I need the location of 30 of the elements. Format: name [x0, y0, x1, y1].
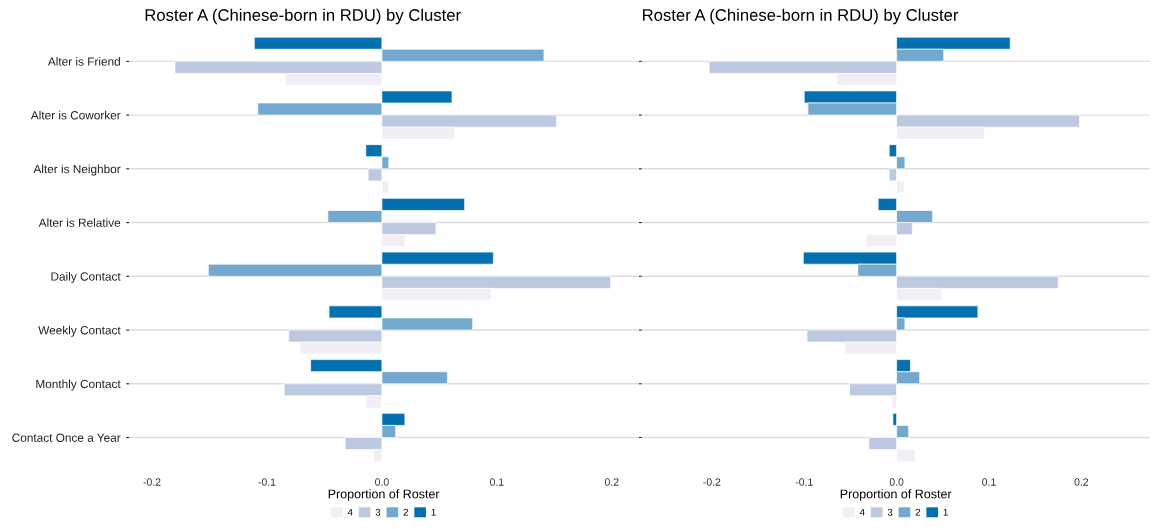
- chart-title: Roster A (Chinese-born in RDU) by Cluster: [145, 8, 461, 25]
- legend-label: 4: [347, 508, 353, 516]
- x-tick-label: -0.2: [703, 478, 721, 486]
- y-tick-label: Alter is Relative: [38, 218, 121, 227]
- x-tick-label: -0.1: [258, 478, 276, 486]
- x-axis-title: Proportion of Roster: [840, 489, 952, 501]
- x-tick-label: 0.1: [982, 478, 996, 486]
- y-tick-label: Contact Once a Year: [12, 433, 121, 442]
- x-tick-label: -0.1: [795, 478, 813, 486]
- x-tick-label: 0.2: [1074, 478, 1089, 486]
- x-tick-label: 0.2: [604, 478, 619, 486]
- legend-label: 2: [915, 508, 921, 516]
- x-tick-label: 0.0: [375, 478, 389, 486]
- y-tick-label: Monthly Contact: [36, 379, 121, 391]
- legend-label: 1: [431, 508, 436, 516]
- y-tick-label: Alter is Friend: [47, 57, 120, 66]
- legend-label: 3: [375, 508, 381, 516]
- x-tick-label: 0.1: [490, 478, 504, 486]
- x-axis-title: Proportion of Roster: [328, 489, 440, 501]
- y-tick-label: Weekly Contact: [38, 325, 121, 337]
- legend-label: 1: [943, 508, 948, 516]
- chart-title: Roster A (Chinese-born in RDU) by Cluster: [643, 8, 959, 25]
- legend-label: 4: [859, 508, 865, 516]
- x-tick-label: 0.0: [889, 478, 904, 486]
- x-tick-label: -0.2: [143, 478, 161, 486]
- y-tick-label: Daily Contact: [51, 272, 121, 284]
- y-tick-label: Alter is Neighbor: [33, 164, 121, 176]
- legend-label: 2: [403, 508, 408, 516]
- legend-label: 3: [887, 508, 893, 516]
- y-tick-label: Alter is Coworker: [30, 110, 121, 120]
